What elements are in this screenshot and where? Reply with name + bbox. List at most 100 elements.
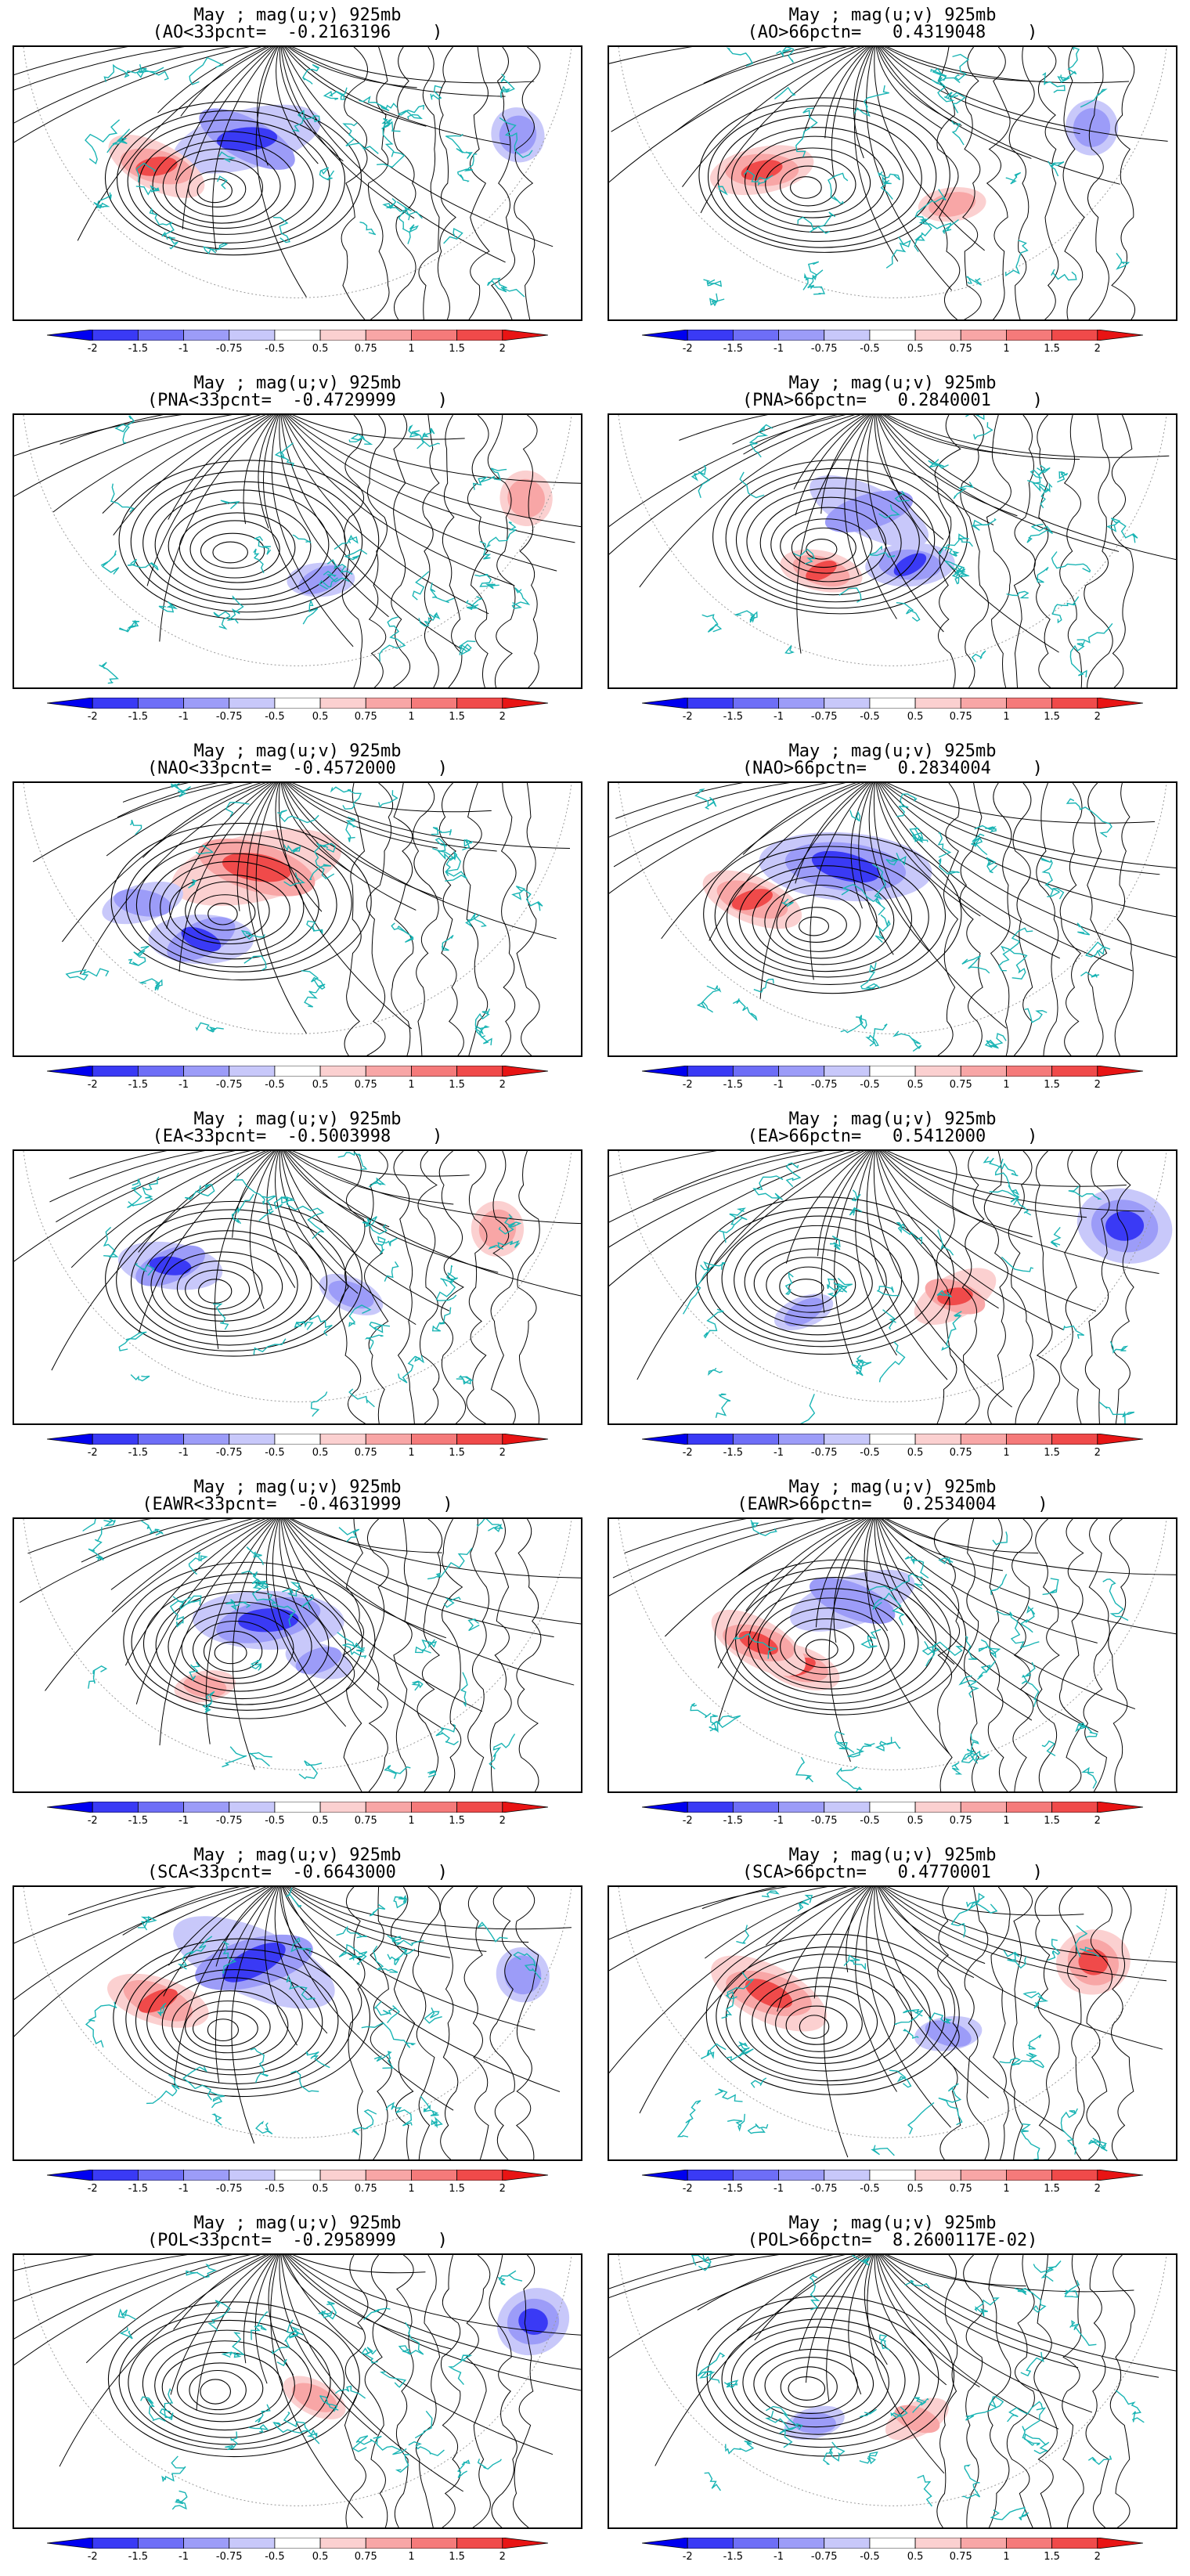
streamline xyxy=(416,2255,441,2527)
coastline xyxy=(254,2404,271,2423)
coastline xyxy=(849,1207,863,1216)
coastline xyxy=(363,2307,391,2321)
coastline xyxy=(986,857,998,874)
coastline xyxy=(445,853,467,882)
colorbar-tick-label: -1.5 xyxy=(723,1815,744,1827)
streamline xyxy=(698,97,950,253)
streamline xyxy=(609,2255,846,2359)
coastline xyxy=(253,536,272,555)
coastline xyxy=(85,119,121,165)
colorbar-tick-label: 0.75 xyxy=(949,2183,972,2195)
streamline xyxy=(884,1887,1176,1963)
streamline xyxy=(118,460,380,620)
streamline xyxy=(1086,1887,1112,2159)
streamline xyxy=(69,1151,168,1179)
streamline xyxy=(1060,1151,1083,1423)
coastline xyxy=(715,2088,743,2102)
streamline xyxy=(168,502,312,590)
streamline xyxy=(192,2010,258,2047)
colorbar-swatch xyxy=(274,1801,321,1813)
streamline xyxy=(168,415,270,520)
streamline xyxy=(1111,415,1134,687)
coastline xyxy=(865,1023,888,1047)
streamline xyxy=(285,415,575,543)
streamline xyxy=(393,47,416,319)
streamline xyxy=(1062,2255,1084,2527)
streamline xyxy=(703,47,812,84)
coastline xyxy=(990,1574,1008,1596)
coastline xyxy=(382,197,409,212)
streamline xyxy=(765,1887,857,1946)
coastline xyxy=(907,2102,935,2135)
coastline xyxy=(1076,622,1113,644)
negative-anomaly xyxy=(1105,1210,1145,1241)
coastline xyxy=(169,1596,184,1628)
coastline xyxy=(217,175,228,189)
colorbar-swatch xyxy=(869,1065,916,1077)
coastline xyxy=(146,2074,180,2105)
colorbar-swatch xyxy=(1051,1801,1098,1813)
coastline xyxy=(904,1556,929,1578)
streamline xyxy=(159,1519,274,1746)
coastline xyxy=(369,1321,391,1333)
colorbar-swatch xyxy=(1097,329,1144,341)
colorbar xyxy=(46,329,549,341)
streamline xyxy=(775,1995,863,2052)
coastline xyxy=(460,1672,468,1708)
streamline xyxy=(14,2255,251,2366)
colorbar-tick-label: 0.75 xyxy=(949,1447,972,1459)
coastline xyxy=(139,978,163,991)
streamline xyxy=(170,2255,272,2395)
streamline xyxy=(886,1151,1127,1187)
streamline xyxy=(615,783,744,819)
colorbar-swatch xyxy=(183,1801,230,1813)
panel-subtitle: (EAWR>66pctn= 0.2534004 ) xyxy=(737,1495,1048,1514)
streamline xyxy=(1008,1151,1035,1423)
coastline xyxy=(797,216,818,233)
colorbar-tick-label: -0.5 xyxy=(860,2183,880,2195)
coastline xyxy=(301,970,326,990)
streamline xyxy=(609,1151,856,1287)
colorbar-swatch xyxy=(732,1433,779,1445)
streamline xyxy=(285,1151,581,1297)
streamline xyxy=(612,1519,795,1578)
coastline xyxy=(890,2406,908,2419)
streamline xyxy=(138,1151,267,1253)
colorbar-tick-label: -0.5 xyxy=(860,1815,880,1827)
streamline xyxy=(785,2005,848,2045)
coastline xyxy=(211,2113,222,2126)
colorbar-swatch xyxy=(824,329,871,341)
colorbar-swatch xyxy=(960,2537,1007,2549)
colorbar-swatch xyxy=(365,2169,412,2181)
colorbar-swatch xyxy=(365,697,412,709)
coastline xyxy=(932,1641,963,1656)
map-svg xyxy=(14,47,572,319)
coastline xyxy=(476,1519,503,1532)
coastline xyxy=(220,500,240,510)
streamline xyxy=(289,1151,581,1225)
streamline xyxy=(468,47,490,319)
coastline xyxy=(106,128,131,153)
streamline xyxy=(721,1215,919,1342)
streamline xyxy=(413,783,439,1055)
coastline xyxy=(1030,469,1051,509)
streamline xyxy=(280,783,355,875)
streamline xyxy=(878,783,1133,972)
streamline xyxy=(14,2255,95,2271)
coastline xyxy=(286,1196,325,1239)
streamline xyxy=(289,2255,581,2336)
panel-subtitle: (PNA<33pcnt= -0.4729999 ) xyxy=(146,391,449,410)
streamline xyxy=(287,47,417,88)
streamline xyxy=(463,1887,489,2159)
streamline xyxy=(118,2311,345,2450)
streamline xyxy=(514,47,541,319)
panel-subtitle: (PNA>66pctn= 0.2840001 ) xyxy=(741,391,1044,410)
colorbar-ticks: -2 -1.5 -1 -0.75 -0.5 0.5 0.75 1 1.5 2 xyxy=(642,1447,1143,1461)
coastline xyxy=(878,504,900,519)
coastline xyxy=(795,1756,813,1783)
colorbar xyxy=(46,2537,549,2549)
streamline xyxy=(770,507,887,583)
streamline xyxy=(1012,783,1033,1055)
coastline xyxy=(974,824,997,832)
colorbar-tick-label: 1 xyxy=(408,1079,415,1091)
